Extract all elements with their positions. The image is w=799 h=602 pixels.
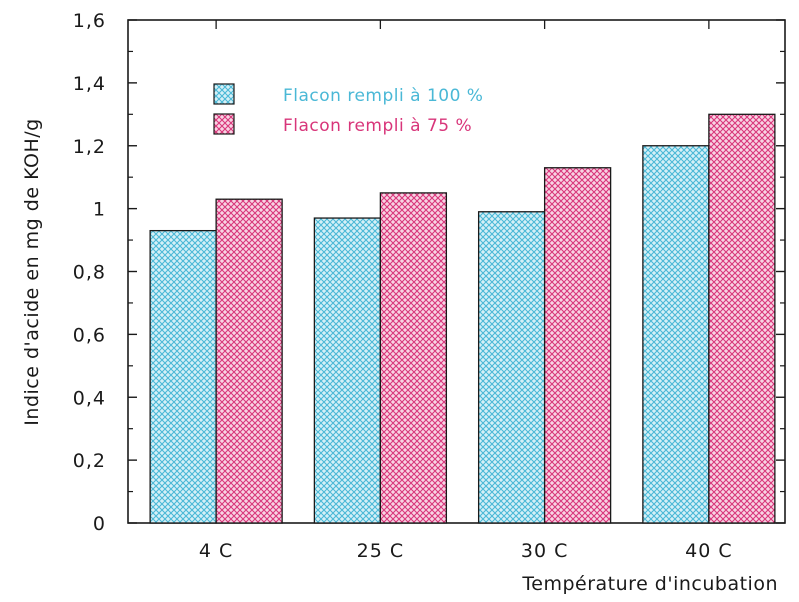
y-tick-label: 1,2 — [73, 136, 106, 158]
y-tick-label: 1 — [93, 199, 106, 221]
x-axis: 4 C 25 C 30 C 40 C — [199, 20, 732, 562]
legend-swatch-series-2 — [213, 113, 235, 135]
y-tick-label: 1,6 — [73, 10, 106, 32]
y-tick-label: 0,4 — [73, 387, 106, 409]
y-tick-label: 0,2 — [73, 450, 106, 472]
bar-2-3 — [543, 167, 612, 524]
bar-1-4 — [642, 145, 710, 524]
x-tick-label: 40 C — [685, 540, 732, 562]
bar-1-3 — [477, 211, 546, 524]
x-tick-label: 4 C — [199, 540, 233, 562]
bar-2-1 — [215, 198, 283, 524]
bar-2-4 — [708, 113, 776, 524]
y-tick-label: 0,6 — [73, 324, 106, 346]
bar-1-1 — [149, 229, 217, 524]
x-tick-label: 25 C — [357, 540, 404, 562]
y-tick-label: 0,8 — [73, 262, 106, 284]
y-tick-label: 0 — [93, 513, 106, 535]
bar-2-2 — [379, 192, 448, 524]
x-tick-label: 30 C — [521, 540, 568, 562]
legend-label-series-1: Flacon rempli à 100 % — [283, 86, 483, 106]
bars-group — [149, 113, 776, 524]
y-axis: 0 0,2 0,4 0,6 0,8 1 1,2 1,4 1,6 — [73, 10, 785, 535]
x-axis-title: Température d'incubation — [521, 573, 778, 595]
legend-label-series-2: Flacon rempli à 75 % — [283, 116, 472, 136]
y-tick-label: 1,4 — [73, 73, 106, 95]
y-axis-title: Indice d'acide en mg de KOH/g — [21, 118, 43, 425]
bar-1-2 — [313, 217, 382, 524]
legend-swatch-series-1 — [213, 83, 235, 105]
legend: Flacon rempli à 100 % Flacon rempli à 75… — [213, 83, 483, 136]
